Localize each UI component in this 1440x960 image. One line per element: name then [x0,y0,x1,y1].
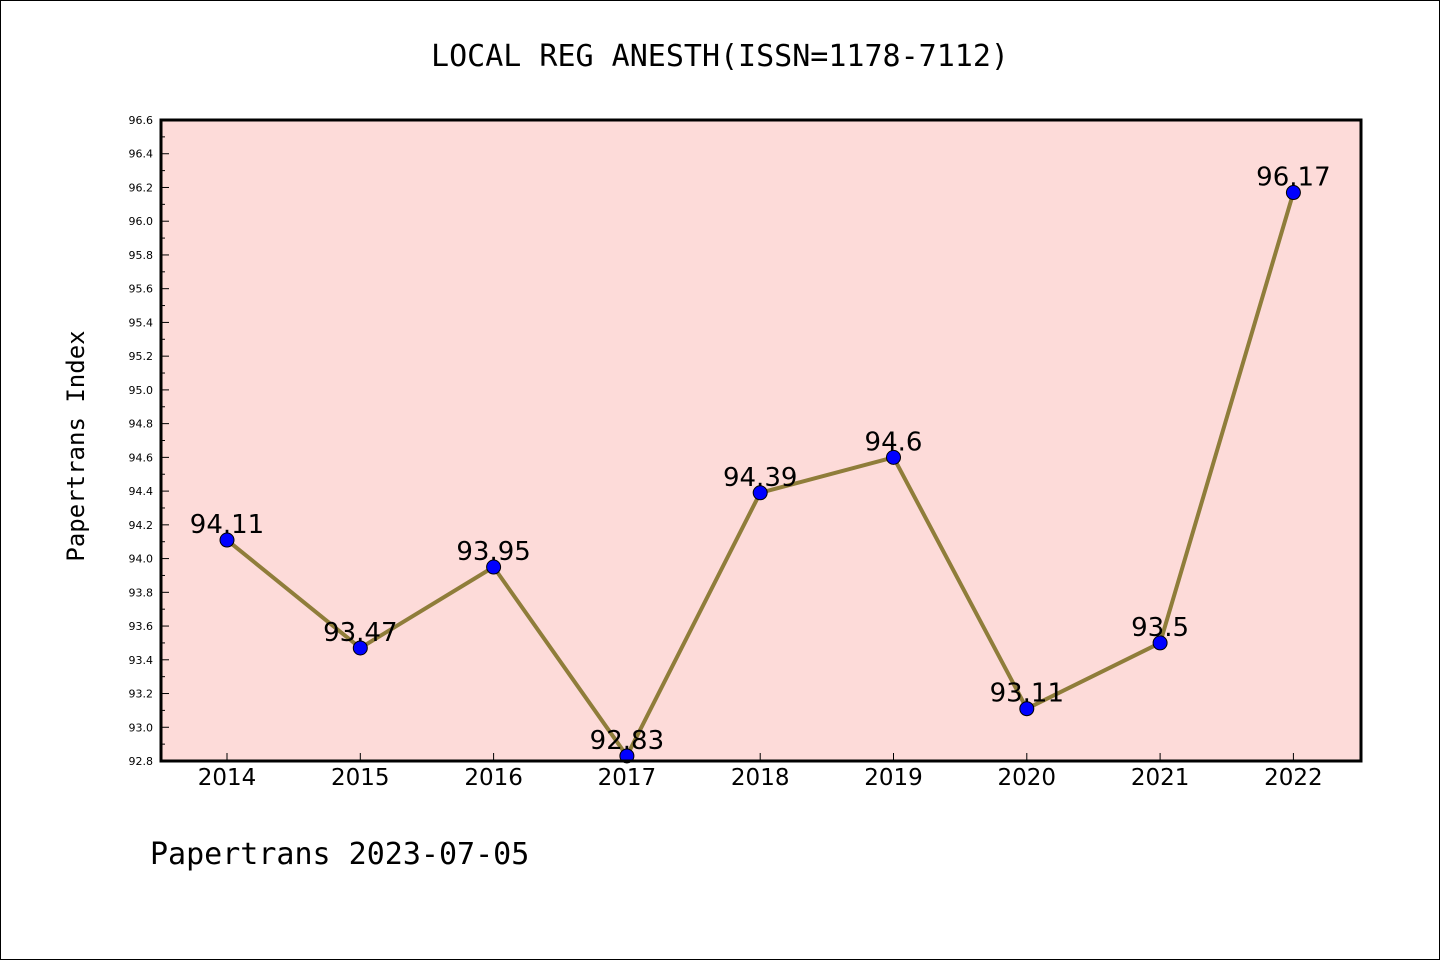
x-tick-label: 2021 [1131,765,1190,791]
x-tick-label: 2017 [598,765,657,791]
plot-border [159,118,1363,763]
y-tick-label: 94.2 [129,519,154,532]
data-point [619,748,635,764]
chart-title: LOCAL REG ANESTH(ISSN=1178-7112) [431,39,1009,74]
data-label: 93.95 [456,537,530,567]
y-tick-label: 95.0 [129,384,154,397]
y-tick-label: 93.2 [129,688,154,701]
data-label: 92.83 [590,726,664,756]
plot-area [161,120,1361,761]
data-label: 94.6 [865,427,923,457]
y-tick-label: 96.2 [129,181,154,194]
data-label: 96.17 [1256,163,1330,193]
x-tick-label: 2022 [1264,765,1323,791]
x-tick-label: 2016 [464,765,523,791]
y-tick-label: 96.4 [129,148,154,161]
x-tick-label: 2018 [731,765,790,791]
y-tick-label: 94.8 [129,418,154,431]
data-point [1152,635,1168,651]
data-label: 93.47 [323,618,397,648]
y-tick-label: 94.4 [129,485,154,498]
y-tick-label: 94.6 [129,451,154,464]
x-axis-ticks: 2014 2015 2016 2017 2018 2019 2020 2021 2022 [198,753,1323,791]
y-tick-label: 94.0 [129,553,154,566]
y-tick-label: 95.2 [129,350,154,363]
x-tick-label: 2014 [198,765,257,791]
data-point [1019,701,1035,717]
data-point [752,485,768,501]
data-markers [219,185,1301,764]
data-point [886,449,901,465]
y-tick-label: 93.6 [129,620,154,633]
data-label: 94.39 [723,463,797,493]
y-tick-label: 93.4 [129,654,154,667]
y-axis-label: Papertrans Index [62,330,90,561]
x-tick-label: 2020 [998,765,1057,791]
data-label: 93.11 [990,679,1064,709]
y-tick-label: 93.8 [129,586,154,599]
y-tick-label: 92.8 [129,755,154,768]
y-tick-label: 93.0 [129,721,154,734]
y-tick-label: 96.6 [129,114,154,127]
data-point [352,640,368,656]
data-labels: 94.11 93.47 93.95 92.83 94.39 94.6 93.11 93.5 96… [190,163,1331,756]
footer-text: Papertrans 2023-07-05 [150,837,529,872]
x-tick-label: 2019 [864,765,923,791]
data-point [486,559,502,575]
y-tick-label: 95.4 [129,316,154,329]
data-label: 94.11 [190,510,264,540]
data-point [1285,185,1301,201]
data-point [219,532,235,548]
x-tick-label: 2015 [331,765,390,791]
y-tick-label: 96.0 [129,215,154,228]
y-tick-label: 95.8 [129,249,154,262]
data-label: 93.5 [1131,613,1189,643]
y-tick-label: 95.6 [129,283,154,296]
